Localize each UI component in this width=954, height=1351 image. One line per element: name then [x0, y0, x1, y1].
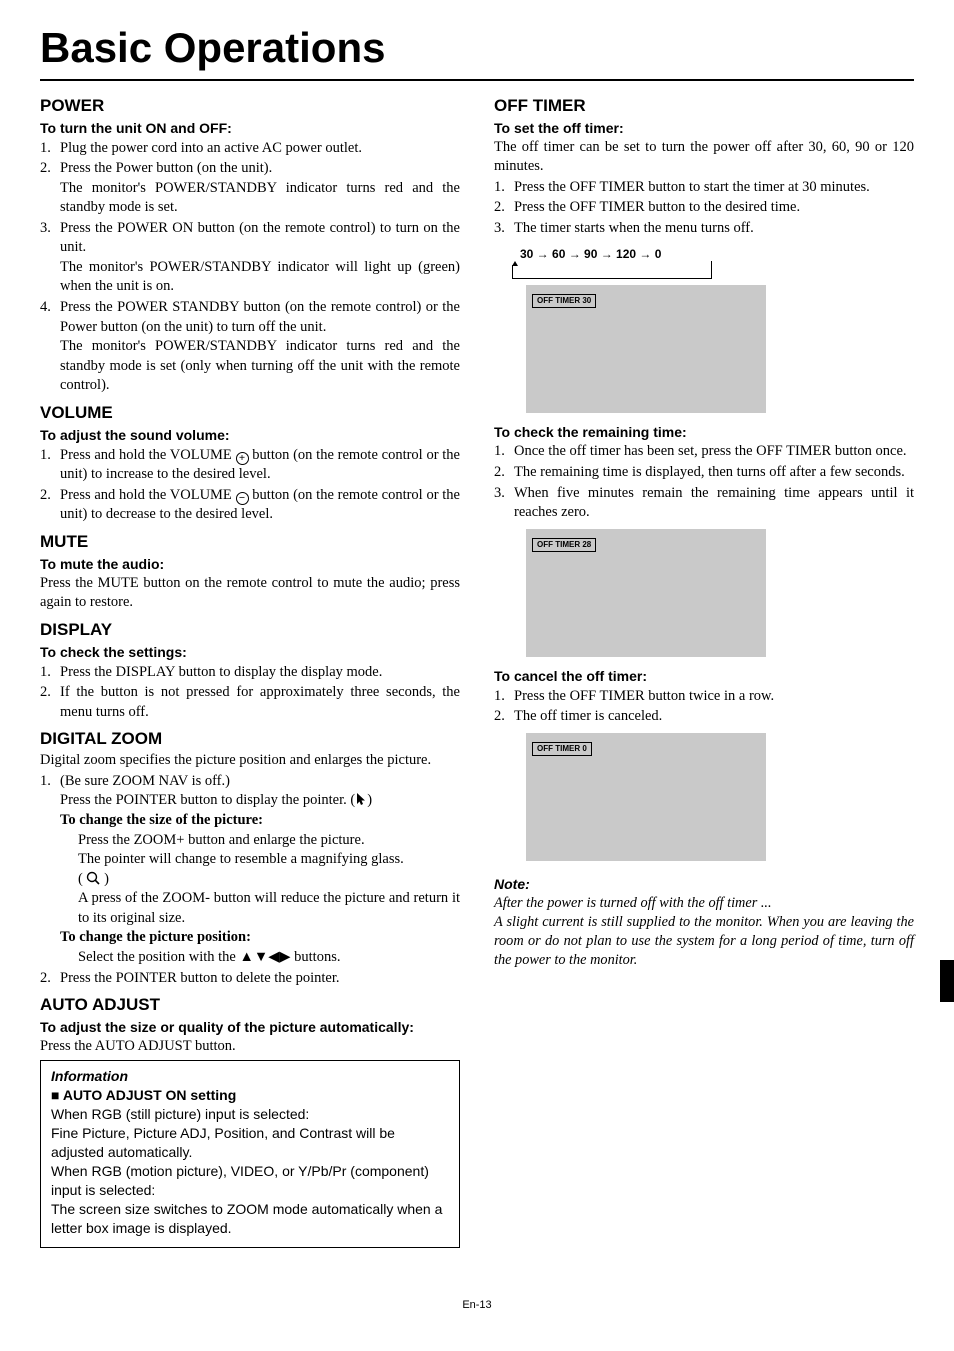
- minus-icon: −: [236, 492, 249, 505]
- display-step1: Press the DISPLAY button to display the …: [60, 663, 460, 683]
- offtimer-cancel1: Press the OFF TIMER button twice in a ro…: [514, 687, 914, 707]
- pointer-icon: [355, 792, 367, 806]
- mute-heading: MUTE: [40, 531, 460, 554]
- power-heading: POWER: [40, 95, 460, 118]
- zoom-step1b-end: ): [367, 792, 372, 808]
- left-column: POWER To turn the unit ON and OFF: 1.Plu…: [40, 89, 460, 1249]
- zoom-step1a: (Be sure ZOOM NAV is off.): [60, 773, 230, 789]
- vol-step2a: Press and hold the VOLUME: [60, 487, 236, 503]
- volume-subhead: To adjust the sound volume:: [40, 426, 460, 445]
- auto-body: Press the AUTO ADJUST button.: [40, 1037, 460, 1057]
- offtimer-cancel2: The off timer is canceled.: [514, 707, 914, 727]
- timer-screen-3: OFF TIMER 0: [526, 733, 766, 861]
- display-step2: If the button is not pressed for approxi…: [60, 683, 460, 722]
- zoom-pos1a: Select the position with the: [78, 949, 240, 965]
- zoom-change-size: To change the size of the picture:: [40, 811, 460, 831]
- zoom-change-pos: To change the picture position:: [40, 928, 460, 948]
- page-title: Basic Operations: [40, 20, 914, 77]
- power-steps: 1.Plug the power cord into an active AC …: [40, 139, 460, 396]
- offtimer-set3: The timer starts when the menu turns off…: [514, 219, 914, 239]
- display-steps: 1.Press the DISPLAY button to display th…: [40, 663, 460, 723]
- offtimer-set-body: The off timer can be set to turn the pow…: [494, 138, 914, 177]
- power-step3b: The monitor's POWER/STANDBY indicator wi…: [60, 259, 460, 295]
- vol-step1a: Press and hold the VOLUME: [60, 447, 236, 463]
- info-title: Information: [51, 1067, 449, 1086]
- note-l1: After the power is turned off with the o…: [494, 894, 914, 913]
- title-rule: [40, 79, 914, 81]
- zoom-size1: Press the ZOOM+ button and enlarge the p…: [40, 831, 460, 851]
- zoom-step1b: Press the POINTER button to display the …: [60, 792, 355, 808]
- two-column-layout: POWER To turn the unit ON and OFF: 1.Plu…: [40, 89, 914, 1249]
- info-l1: When RGB (still picture) input is select…: [51, 1105, 449, 1124]
- offtimer-set2: Press the OFF TIMER button to the desire…: [514, 198, 914, 218]
- offtimer-check-sub: To check the remaining time:: [494, 423, 914, 442]
- offtimer-check1: Once the off timer has been set, press t…: [514, 442, 914, 462]
- timer-screen-3-label: OFF TIMER 0: [532, 742, 592, 757]
- timer-screen-1: OFF TIMER 30: [526, 285, 766, 413]
- timer-screen-2: OFF TIMER 28: [526, 529, 766, 657]
- zoom-size3-open: (: [78, 871, 86, 887]
- offtimer-cancel-steps: 1.Press the OFF TIMER button twice in a …: [494, 687, 914, 727]
- info-l4: The screen size switches to ZOOM mode au…: [51, 1200, 449, 1238]
- info-l3: When RGB (motion picture), VIDEO, or Y/P…: [51, 1162, 449, 1200]
- note-l2: A slight current is still supplied to th…: [494, 913, 914, 971]
- offtimer-check-steps: 1.Once the off timer has been set, press…: [494, 442, 914, 522]
- offtimer-cancel-sub: To cancel the off timer:: [494, 667, 914, 686]
- zoom-size4: A press of the ZOOM- button will reduce …: [40, 889, 460, 928]
- power-step3a: Press the POWER ON button (on the remote…: [60, 220, 460, 256]
- offtimer-check3: When five minutes remain the remaining t…: [514, 484, 914, 523]
- info-sub: AUTO ADJUST ON setting: [51, 1086, 449, 1105]
- power-subhead: To turn the unit ON and OFF:: [40, 119, 460, 138]
- zoom-size3-close: ): [100, 871, 108, 887]
- zoom-pos1b: buttons.: [291, 949, 341, 965]
- timer-flow-label: 30 → 60 → 90 → 120 → 0: [520, 246, 914, 262]
- mute-body: Press the MUTE button on the remote cont…: [40, 574, 460, 613]
- zoom-intro: Digital zoom specifies the picture posit…: [40, 751, 460, 771]
- zoom-size2: The pointer will change to resemble a ma…: [40, 850, 460, 870]
- power-step4b: The monitor's POWER/STANDBY indicator tu…: [60, 338, 460, 393]
- zoom-steps: 1. (Be sure ZOOM NAV is off.) Press the …: [40, 772, 460, 811]
- mute-subhead: To mute the audio:: [40, 555, 460, 574]
- offtimer-check2: The remaining time is displayed, then tu…: [514, 463, 914, 483]
- note-heading: Note:: [494, 875, 914, 894]
- arrows-icon: ▲▼◀▶: [240, 949, 291, 965]
- auto-heading: AUTO ADJUST: [40, 994, 460, 1017]
- timer-screen-1-label: OFF TIMER 30: [532, 294, 596, 309]
- timer-screen-2-label: OFF TIMER 28: [532, 538, 596, 553]
- zoom-step2-list: 2.Press the POINTER button to delete the…: [40, 969, 460, 989]
- auto-subhead: To adjust the size or quality of the pic…: [40, 1018, 460, 1037]
- right-column: OFF TIMER To set the off timer: The off …: [494, 89, 914, 1249]
- page-side-tab: [940, 960, 954, 1002]
- zoom-heading: DIGITAL ZOOM: [40, 728, 460, 751]
- volume-heading: VOLUME: [40, 402, 460, 425]
- page-footer: En-13: [40, 1298, 914, 1313]
- offtimer-heading: OFF TIMER: [494, 95, 914, 118]
- power-step2b: The monitor's POWER/STANDBY indicator tu…: [60, 180, 460, 216]
- offtimer-set-steps: 1.Press the OFF TIMER button to start th…: [494, 178, 914, 239]
- power-step1: Plug the power cord into an active AC po…: [60, 139, 460, 159]
- power-step2a: Press the Power button (on the unit).: [60, 160, 272, 176]
- power-step4a: Press the POWER STANDBY button (on the r…: [60, 299, 460, 335]
- plus-icon: +: [236, 452, 249, 465]
- magnifier-icon: [86, 871, 100, 885]
- display-subhead: To check the settings:: [40, 643, 460, 662]
- offtimer-set1: Press the OFF TIMER button to start the …: [514, 178, 914, 198]
- info-l2: Fine Picture, Picture ADJ, Position, and…: [51, 1124, 449, 1162]
- offtimer-set-sub: To set the off timer:: [494, 119, 914, 138]
- zoom-step2: Press the POINTER button to delete the p…: [60, 969, 460, 989]
- timer-flow-arrow: [512, 265, 712, 279]
- display-heading: DISPLAY: [40, 619, 460, 642]
- volume-steps: 1.Press and hold the VOLUME + button (on…: [40, 446, 460, 525]
- info-box: Information AUTO ADJUST ON setting When …: [40, 1060, 460, 1248]
